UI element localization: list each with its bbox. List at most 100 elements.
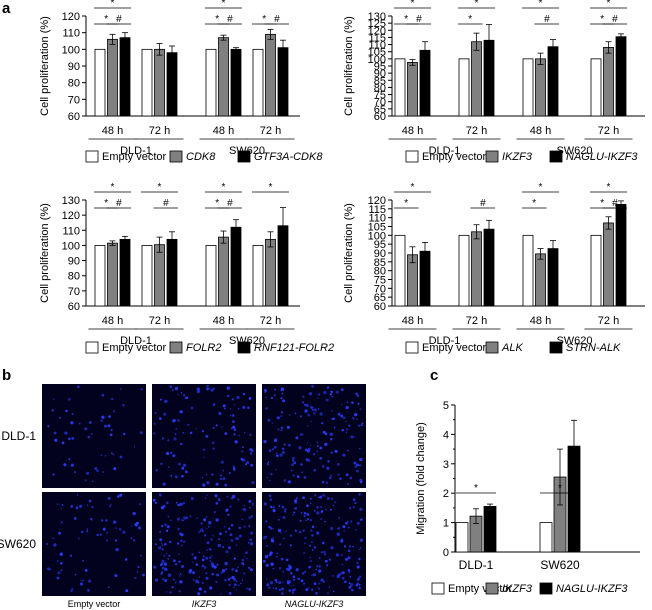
- migrated-cell-dot: [208, 521, 212, 525]
- migrated-cell-dot: [338, 414, 341, 416]
- legend-label: GTF3A-CDK8: [254, 151, 323, 163]
- migrated-cell-dot: [206, 387, 209, 391]
- migrated-cell-dot: [249, 568, 253, 572]
- migrated-cell-dot: [248, 499, 252, 503]
- x-group-label: DLD-1: [120, 335, 152, 347]
- migrated-cell-dot: [210, 587, 212, 589]
- significance-mark: *: [539, 0, 543, 9]
- migrated-cell-dot: [196, 517, 198, 520]
- migrated-cell-dot: [232, 425, 236, 429]
- migrated-cell-dot: [310, 529, 313, 532]
- migrated-cell-dot: [77, 537, 80, 540]
- migrated-cell-dot: [306, 504, 309, 508]
- migrated-cell-dot: [233, 578, 236, 581]
- migrated-cell-dot: [280, 532, 282, 534]
- migrated-cell-dot: [291, 591, 295, 595]
- migrated-cell-dot: [122, 530, 126, 534]
- bar: [141, 48, 153, 117]
- migrated-cell-dot: [342, 453, 346, 457]
- legend-swatch: [169, 341, 183, 354]
- migrated-cell-dot: [60, 521, 63, 524]
- migrated-cell-dot: [332, 504, 334, 507]
- migrated-cell-dot: [361, 422, 364, 425]
- migrated-cell-dot: [241, 559, 244, 562]
- migrated-cell-dot: [291, 456, 295, 460]
- y-tick-label: 70: [374, 97, 386, 109]
- migrated-cell-dot: [198, 551, 201, 554]
- migrated-cell-dot: [109, 433, 113, 437]
- migrated-cell-dot: [201, 558, 205, 562]
- migrated-cell-dot: [215, 482, 219, 486]
- x-group-label: DLD-1: [459, 558, 494, 572]
- migrated-cell-dot: [292, 513, 295, 516]
- migrated-cell-dot: [347, 549, 351, 553]
- migrated-cell-dot: [328, 586, 331, 588]
- migrated-cell-dot: [349, 575, 352, 578]
- migrated-cell-dot: [286, 425, 291, 430]
- migrated-cell-dot: [181, 474, 184, 478]
- y-axis-label: Cell proliferation (%): [343, 16, 355, 116]
- migrated-cell-dot: [327, 592, 329, 595]
- migrated-cell-dot: [102, 527, 106, 531]
- migrated-cell-dot: [47, 425, 50, 428]
- migrated-cell-dot: [330, 526, 334, 531]
- migrated-cell-dot: [347, 569, 351, 572]
- migrated-cell-dot: [317, 445, 319, 447]
- migrated-cell-dot: [290, 572, 293, 575]
- migrated-cell-dot: [328, 558, 331, 561]
- migrated-cell-dot: [237, 407, 240, 410]
- migrated-cell-dot: [233, 468, 236, 471]
- migrated-cell-dot: [213, 565, 217, 569]
- migrated-cell-dot: [192, 561, 194, 563]
- significance-mark: *: [607, 182, 611, 193]
- migrated-cell-dot: [232, 465, 235, 467]
- migrated-cell-dot: [267, 418, 271, 422]
- bar: [166, 52, 178, 117]
- migrated-cell-dot: [317, 408, 320, 410]
- migrated-cell-dot: [348, 545, 352, 548]
- significance-mark: *: [468, 14, 472, 25]
- migrated-cell-dot: [250, 448, 254, 451]
- migrated-cell-dot: [100, 419, 103, 422]
- significance-mark: *: [269, 182, 273, 193]
- migrated-cell-dot: [283, 508, 287, 511]
- migrated-cell-dot: [357, 402, 360, 405]
- migrated-cell-dot: [189, 431, 193, 435]
- migrated-cell-dot: [219, 474, 222, 477]
- migrated-cell-dot: [326, 466, 330, 470]
- migrated-cell-dot: [324, 442, 328, 447]
- migrated-cell-dot: [54, 438, 58, 442]
- migrated-cell-dot: [208, 556, 212, 559]
- migrated-cell-dot: [243, 572, 246, 575]
- migrated-cell-dot: [53, 431, 57, 435]
- migrated-cell-dot: [266, 554, 269, 557]
- bar: [230, 226, 242, 307]
- migrated-cell-dot: [282, 516, 286, 519]
- migrated-cell-dot: [329, 393, 332, 396]
- migrated-cell-dot: [180, 442, 183, 446]
- migrated-cell-dot: [160, 462, 163, 465]
- migrated-cell-dot: [213, 511, 216, 513]
- micrograph-row-label: SW620: [0, 537, 36, 551]
- micrograph-image: [42, 384, 146, 488]
- migrated-cell-dot: [101, 393, 105, 397]
- x-time-label: 48 h: [530, 315, 551, 327]
- migrated-cell-dot: [237, 584, 240, 587]
- migrated-cell-dot: [58, 416, 61, 419]
- migrated-cell-dot: [288, 443, 291, 447]
- migrated-cell-dot: [221, 569, 226, 573]
- migrated-cell-dot: [235, 580, 238, 582]
- migrated-cell-dot: [134, 576, 137, 580]
- migrated-cell-dot: [171, 586, 174, 589]
- migrated-cell-dot: [69, 554, 73, 557]
- legend-label: Empty vector: [102, 151, 167, 163]
- migrated-cell-dot: [191, 569, 193, 571]
- migrated-cell-dot: [324, 508, 327, 511]
- y-tick-label: 60: [68, 111, 80, 123]
- migrated-cell-dot: [310, 502, 312, 505]
- migrated-cell-dot: [164, 523, 167, 527]
- significance-mark: *: [111, 0, 115, 9]
- migrated-cell-dot: [315, 568, 317, 571]
- migrated-cell-dot: [298, 446, 302, 450]
- migrated-cell-dot: [101, 415, 105, 419]
